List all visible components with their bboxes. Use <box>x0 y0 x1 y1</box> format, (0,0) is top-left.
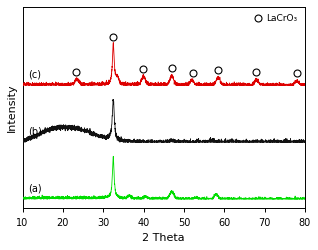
Text: (c): (c) <box>29 69 42 79</box>
Text: (a): (a) <box>29 183 42 193</box>
X-axis label: 2 Theta: 2 Theta <box>142 233 185 243</box>
Y-axis label: Intensity: Intensity <box>7 84 17 132</box>
Text: (b): (b) <box>29 126 42 136</box>
Legend: LaCrO₃: LaCrO₃ <box>250 12 301 26</box>
